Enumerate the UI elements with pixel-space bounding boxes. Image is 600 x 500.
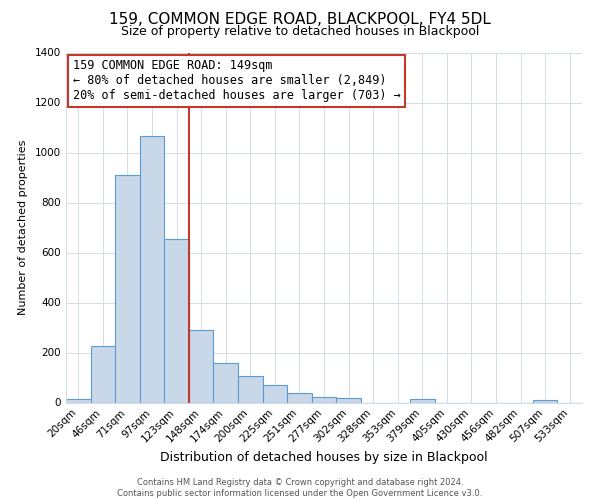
Bar [115,174,140,402]
Text: 159, COMMON EDGE ROAD, BLACKPOOL, FY4 5DL: 159, COMMON EDGE ROAD, BLACKPOOL, FY4 5D… [109,12,491,28]
Bar [91,346,115,403]
Bar [66,398,91,402]
Bar [164,239,189,402]
Bar [189,330,214,402]
X-axis label: Distribution of detached houses by size in Blackpool: Distribution of detached houses by size … [160,451,488,464]
Bar [214,363,238,403]
Bar [263,385,287,402]
Text: Contains HM Land Registry data © Crown copyright and database right 2024.
Contai: Contains HM Land Registry data © Crown c… [118,478,482,498]
Bar [312,397,336,402]
Y-axis label: Number of detached properties: Number of detached properties [18,140,28,315]
Text: 159 COMMON EDGE ROAD: 149sqm
← 80% of detached houses are smaller (2,849)
20% of: 159 COMMON EDGE ROAD: 149sqm ← 80% of de… [73,60,401,102]
Bar [238,376,263,402]
Bar [410,398,434,402]
Text: Size of property relative to detached houses in Blackpool: Size of property relative to detached ho… [121,25,479,38]
Bar [140,136,164,402]
Bar [533,400,557,402]
Bar [287,392,312,402]
Bar [336,398,361,402]
